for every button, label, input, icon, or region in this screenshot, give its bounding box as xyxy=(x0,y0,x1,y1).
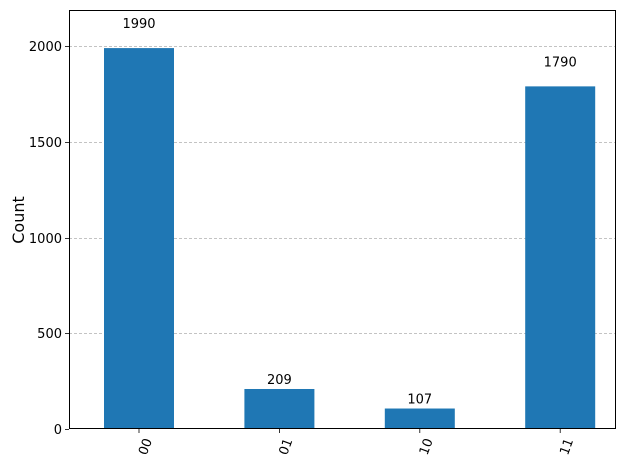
x-tick-label: 00 xyxy=(136,437,156,458)
x-tick-label: 11 xyxy=(557,437,577,458)
x-tick-label: 10 xyxy=(417,437,437,458)
bar-01 xyxy=(244,388,315,429)
y-axis-label: Count xyxy=(9,196,28,244)
data-labels: 1990 209 107 1790 xyxy=(122,17,576,407)
y-tick-label: 2000 xyxy=(29,40,62,55)
data-label: 1990 xyxy=(122,17,155,32)
bar-00 xyxy=(104,48,174,429)
bars xyxy=(104,48,596,429)
y-tick-label: 1500 xyxy=(29,136,62,151)
axes: 0 500 1000 1500 2000 00 01 10 11 xyxy=(29,10,616,458)
y-tick-label: 0 xyxy=(54,423,62,438)
data-label: 107 xyxy=(407,393,432,408)
y-tick-label: 500 xyxy=(37,327,62,342)
data-label: 1790 xyxy=(544,55,577,70)
plot-frame xyxy=(69,10,616,429)
bar-11 xyxy=(525,86,596,429)
x-tick-label: 01 xyxy=(277,437,297,458)
y-tick-label: 1000 xyxy=(29,232,62,247)
data-label: 209 xyxy=(267,373,292,388)
bar-10 xyxy=(384,408,455,429)
